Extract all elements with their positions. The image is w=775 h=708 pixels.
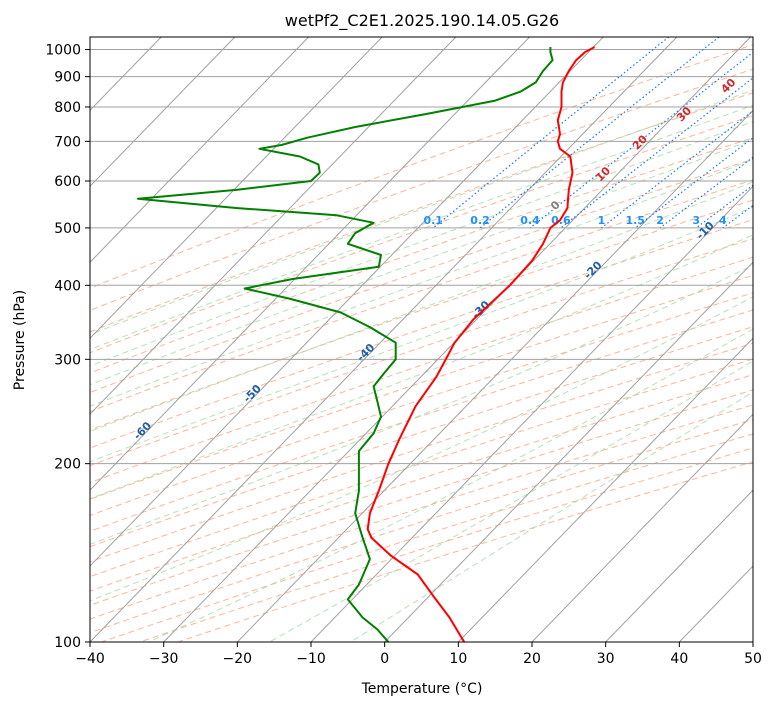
- moist-adiabat: [90, 234, 753, 500]
- mixing-ratio-label: 2: [656, 214, 664, 227]
- isotherm-label: 40: [718, 76, 738, 96]
- mixing-ratio-line: [529, 51, 753, 229]
- moist-adiabat: [90, 206, 753, 463]
- y-tick-label: 900: [54, 70, 81, 86]
- y-tick-label: 700: [54, 134, 81, 150]
- temperature-profile: [366, 46, 596, 642]
- y-tick-label: 300: [54, 352, 81, 368]
- isotherm-label: -40: [354, 341, 377, 364]
- background-lines: [90, 37, 775, 642]
- mixing-ratio-line: [560, 77, 753, 229]
- moist-adiabat: [90, 104, 753, 351]
- y-axis-label: Pressure (hPa): [12, 290, 28, 390]
- mixing-ratio-line: [432, 37, 670, 229]
- mixing-ratio-label: 1: [598, 214, 606, 227]
- x-tick-label: 20: [523, 651, 541, 667]
- isotherm: [90, 37, 383, 339]
- moist-adiabat: [90, 121, 753, 367]
- mixing-ratio-label: 0.4: [520, 214, 540, 227]
- dry-adiabat: [90, 358, 753, 578]
- mixing-ratio-line: [762, 37, 775, 228]
- mixing-ratio-line: [479, 37, 720, 229]
- mixing-ratio-label: 0.2: [470, 214, 490, 227]
- isotherm-label: -70: [15, 463, 38, 486]
- chart-title: wetPf2_C2E1.2025.190.14.05.G26: [285, 11, 559, 31]
- x-tick-label: 50: [744, 651, 762, 667]
- moist-adiabat: [90, 296, 753, 602]
- isotherm: [457, 337, 753, 642]
- y-tick-label: 100: [54, 635, 81, 651]
- isotherm-label: -60: [131, 419, 154, 442]
- x-axis-label: Temperature (°C): [361, 681, 483, 697]
- moist-adiabat: [90, 264, 753, 545]
- y-tick-label: 800: [54, 100, 81, 116]
- mixing-ratio-label: 6: [758, 214, 766, 227]
- isotherm: [90, 37, 236, 188]
- x-tick-label: −20: [223, 651, 253, 667]
- x-tick-label: −40: [75, 651, 105, 667]
- mixing-ratio-label: 4: [719, 214, 727, 227]
- isotherm: [90, 37, 309, 263]
- sounding-profiles: [136, 46, 596, 642]
- y-tick-label: 600: [54, 174, 81, 190]
- isotherm: [310, 185, 753, 642]
- y-tick-label: 400: [54, 278, 81, 294]
- mixing-ratio-label: 1.5: [625, 214, 645, 227]
- isotherm: [90, 37, 457, 415]
- dry-adiabat: [90, 68, 753, 311]
- moist-adiabat: [148, 328, 753, 642]
- isotherm-label: 20: [630, 132, 650, 152]
- x-tick-label: −30: [149, 651, 179, 667]
- x-tick-label: 0: [380, 651, 389, 667]
- isotherm-label: -30: [469, 298, 492, 321]
- isotherm: [90, 37, 604, 567]
- y-tick-label: 200: [54, 457, 81, 473]
- isotherm: [236, 109, 753, 642]
- dry-adiabat: [90, 44, 753, 289]
- moist-adiabat: [90, 181, 753, 432]
- x-tick-label: 30: [597, 651, 615, 667]
- moist-adiabat: [90, 138, 753, 386]
- y-tick-label: 1000: [45, 43, 81, 59]
- x-tick-label: −10: [296, 651, 326, 667]
- isotherm: [90, 37, 530, 491]
- isotherm: [384, 261, 753, 642]
- x-tick-label: 10: [449, 651, 467, 667]
- mixing-ratio-line: [634, 137, 753, 229]
- y-tick-label: 500: [54, 221, 81, 237]
- moist-adiabat: [269, 360, 753, 642]
- y-axis: 100 200 300 400 500 600 700 800 900 1000: [45, 43, 90, 651]
- mixing-ratio-label: 0.1: [423, 214, 443, 227]
- dry-adiabat: [90, 326, 753, 548]
- dry-adiabat: [90, 309, 753, 532]
- plot-frame: [89, 36, 754, 643]
- x-axis: −40 −30 −20 −10 0 10 20 30 40 50: [75, 642, 762, 667]
- isotherm: [531, 413, 753, 642]
- mixing-ratio-label: 3: [692, 214, 700, 227]
- isotherm: [90, 37, 678, 642]
- mixing-ratio-line: [601, 110, 753, 229]
- isotherm-label: -20: [581, 258, 604, 281]
- dry-adiabat: [90, 179, 753, 413]
- isotherm: [605, 489, 753, 642]
- mixing-ratio-line: [722, 204, 753, 229]
- moist-adiabat: [90, 158, 753, 407]
- dry-adiabat: [90, 374, 753, 592]
- mixing-ratio-line: [695, 184, 753, 229]
- x-tick-label: 40: [670, 651, 688, 667]
- dry-adiabat: [90, 158, 753, 394]
- dry-adiabat: [90, 219, 753, 449]
- mixing-ratio-line: [659, 156, 753, 229]
- dewpoint-profile: [136, 47, 554, 642]
- isotherm: [752, 641, 753, 642]
- isotherm-label: -50: [241, 382, 264, 405]
